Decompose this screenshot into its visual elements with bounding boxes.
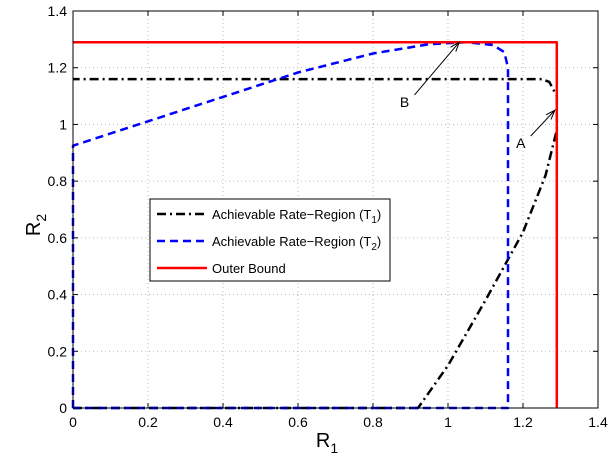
tick-labels: 0 0.2 0.4 0.6 0.8 1 1.2 1.4 0 0.2 0.4 0.6 0.8 1 1.2 1.4 (48, 3, 608, 430)
annotation-b-arrow (414, 41, 460, 96)
legend-label-t1: Achievable Rate−Region (T1) (212, 207, 381, 226)
x-tick-label: 0.6 (288, 414, 308, 430)
y-tick-label: 0.2 (48, 343, 68, 359)
x-axis-label: R1 (316, 430, 338, 456)
series-outer-bound-line (73, 40, 559, 408)
x-tick-label: 0.2 (138, 414, 158, 430)
y-tick-label: 1.2 (48, 60, 68, 76)
x-tick-label: 0.8 (363, 414, 383, 430)
legend-label-outer: Outer Bound (212, 261, 286, 276)
annotation-b-arrowhead (450, 41, 461, 52)
series-t1-line (73, 77, 559, 410)
legend: Achievable Rate−Region (T1) Achievable R… (149, 198, 391, 282)
x-tick-label: 1.4 (588, 414, 608, 430)
annotations: AB (400, 41, 556, 151)
plot-frame (72, 10, 599, 409)
annotation-a-arrow (530, 109, 556, 137)
annotation-b-label: B (400, 94, 409, 110)
x-tick-label: 1 (444, 414, 452, 430)
y-tick-label: 0.4 (48, 287, 68, 303)
series-t2-line (71, 40, 510, 410)
annotation-a-label: A (516, 135, 526, 151)
y-tick-label: 1 (59, 116, 67, 132)
y-tick-label: 0.6 (48, 230, 68, 246)
x-tick-label: 1.2 (513, 414, 533, 430)
annotation-a-arrowhead (545, 109, 556, 120)
x-tick-label: 0.4 (213, 414, 233, 430)
y-tick-label: 0 (59, 400, 67, 416)
x-tick-label: 0 (69, 414, 77, 430)
y-axis-label: R2 (23, 214, 49, 236)
legend-label-t2: Achievable Rate−Region (T2) (212, 234, 381, 253)
y-tick-label: 0.8 (48, 173, 68, 189)
y-tick-label: 1.4 (48, 3, 68, 19)
plot-area (71, 40, 559, 410)
